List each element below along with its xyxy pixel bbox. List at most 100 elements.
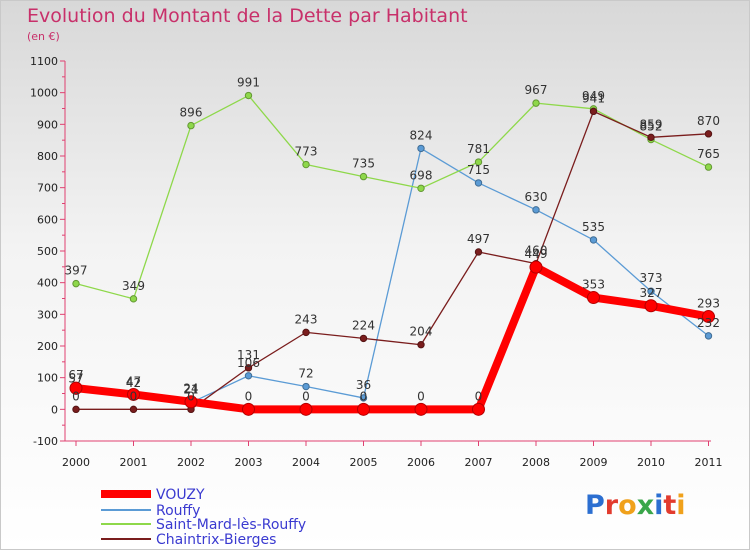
x-tick-label: 2002: [177, 456, 205, 469]
data-label: 967: [525, 83, 548, 97]
data-label: 0: [72, 389, 80, 403]
data-point-saint-mard-l-s-rouffy: [129, 295, 138, 303]
data-label: 349: [122, 279, 145, 293]
data-label: 204: [410, 325, 433, 339]
data-label: 781: [467, 142, 490, 156]
data-label: 0: [187, 389, 195, 403]
data-point-vouzy: [414, 402, 428, 416]
data-label: 106: [237, 356, 260, 370]
data-label: 497: [467, 232, 490, 246]
data-label: 870: [697, 114, 720, 128]
chart-unit-label: (en €): [27, 30, 60, 43]
y-tick-label: 800: [37, 150, 58, 163]
chart-title: Evolution du Montant de la Dette par Hab…: [27, 5, 468, 27]
data-point-rouffy: [532, 206, 540, 214]
data-label: 24: [183, 382, 198, 396]
data-point-saint-mard-l-s-rouffy: [187, 121, 195, 130]
legend-label: Chaintrix-Bierges: [156, 532, 276, 548]
x-tick-label: 2009: [580, 456, 608, 469]
y-tick-label: 700: [37, 182, 58, 195]
data-label: 397: [65, 264, 88, 278]
series-points: [69, 91, 715, 416]
data-label: 57: [68, 371, 83, 385]
y-tick-label: 900: [37, 118, 58, 131]
chart-legend: VOUZYRouffySaint-Mard-lès-RouffyChaintri…: [101, 487, 306, 548]
proxiti-logo: Proxiti: [585, 490, 686, 521]
data-label: 824: [410, 128, 433, 142]
legend-label: Saint-Mard-lès-Rouffy: [156, 517, 306, 533]
series-line-chaintrix-bierges: [75, 110, 710, 410]
data-point-rouffy: [417, 144, 425, 153]
data-label: 131: [237, 348, 260, 362]
data-label: 72: [298, 367, 313, 381]
data-point-vouzy: [472, 402, 485, 416]
data-point-saint-mard-l-s-rouffy: [302, 160, 310, 169]
data-point-chaintrix-bierges: [589, 107, 598, 116]
x-tick-label: 2004: [292, 456, 320, 469]
data-label: 0: [360, 389, 368, 403]
data-point-rouffy: [474, 179, 483, 187]
y-tick-label: 600: [37, 213, 58, 226]
y-tick-label: 500: [37, 245, 58, 258]
logo-letter: r: [604, 490, 619, 521]
data-point-rouffy: [589, 236, 598, 244]
data-point-rouffy: [359, 394, 368, 402]
logo-letter: x: [636, 490, 655, 521]
data-label: 765: [697, 147, 720, 161]
data-label: 243: [295, 312, 318, 326]
data-label: 42: [126, 376, 141, 390]
y-tick-label: 1000: [30, 87, 58, 100]
data-point-vouzy: [644, 299, 658, 313]
data-label: 0: [130, 389, 138, 403]
data-label: 21: [183, 383, 198, 397]
data-label: 293: [697, 297, 720, 311]
y-tick-label: 100: [37, 372, 58, 385]
series-lines: [72, 94, 713, 414]
data-point-chaintrix-bierges: [129, 405, 138, 414]
y-tick-label: -100: [33, 435, 58, 448]
logo-letter: o: [618, 490, 637, 521]
data-point-chaintrix-bierges: [244, 364, 253, 372]
data-label: 232: [697, 316, 720, 330]
x-tick-label: 2010: [637, 456, 665, 469]
data-point-vouzy: [529, 260, 543, 274]
data-label: 630: [525, 190, 548, 204]
data-label: 715: [467, 163, 490, 177]
x-tick-label: 2008: [522, 456, 550, 469]
data-point-chaintrix-bierges: [474, 248, 483, 256]
data-label: 47: [126, 374, 141, 388]
x-tick-label: 2007: [465, 456, 493, 469]
data-label: 67: [68, 368, 83, 382]
data-label: 896: [180, 106, 203, 120]
data-label: 224: [352, 318, 375, 332]
x-tick-label: 2005: [350, 456, 378, 469]
data-point-vouzy: [69, 381, 83, 395]
x-tick-label: 2006: [407, 456, 435, 469]
data-point-chaintrix-bierges: [302, 328, 310, 337]
logo-letter: t: [663, 490, 677, 521]
legend-label: VOUZY: [156, 487, 205, 503]
data-label: 0: [302, 389, 310, 403]
data-point-chaintrix-bierges: [359, 334, 368, 343]
data-point-chaintrix-bierges: [417, 341, 425, 349]
data-point-chaintrix-bierges: [647, 133, 655, 142]
x-tick-label: 2000: [62, 456, 90, 469]
data-point-vouzy: [127, 387, 140, 401]
data-point-saint-mard-l-s-rouffy: [359, 172, 368, 181]
y-tick-label: 200: [37, 340, 58, 353]
data-point-rouffy: [704, 332, 713, 340]
data-point-saint-mard-l-s-rouffy: [72, 279, 80, 288]
data-point-vouzy: [184, 395, 198, 409]
data-point-saint-mard-l-s-rouffy: [417, 184, 425, 193]
data-label: 698: [410, 168, 433, 182]
data-label: 353: [582, 278, 605, 292]
logo-letter: i: [676, 490, 686, 521]
data-label: 460: [525, 244, 548, 258]
data-point-vouzy: [357, 402, 370, 416]
logo-letter: P: [585, 490, 605, 521]
data-label: 449: [525, 247, 548, 261]
data-point-chaintrix-bierges: [704, 130, 713, 138]
data-point-rouffy: [244, 372, 253, 380]
x-tick-label: 2003: [235, 456, 263, 469]
